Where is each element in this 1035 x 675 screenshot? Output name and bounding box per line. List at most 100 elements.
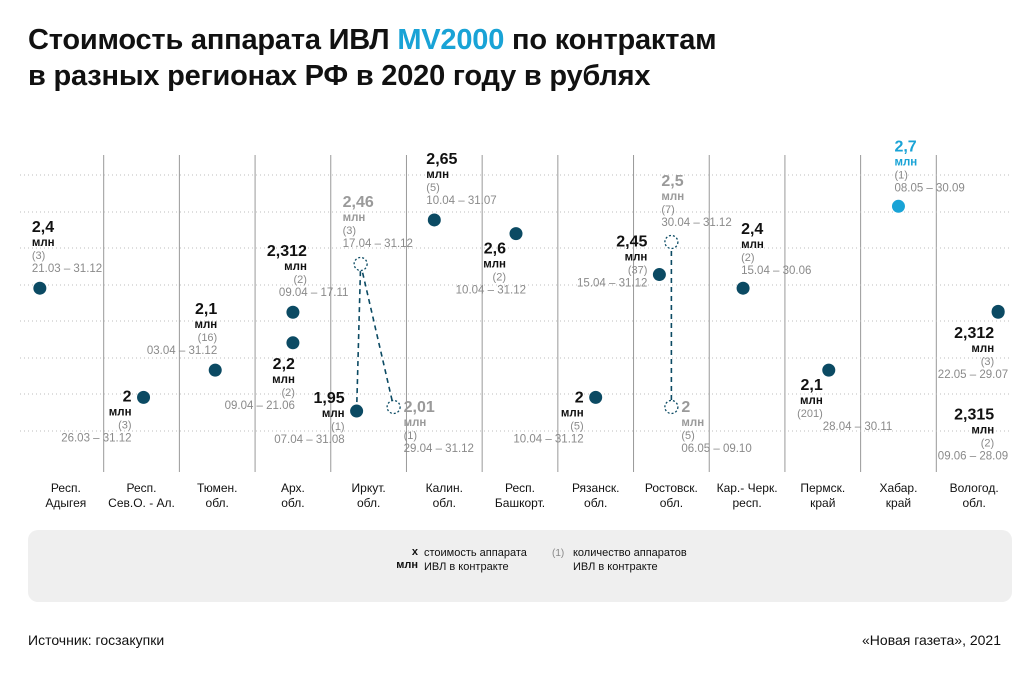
region-label: Хабар.	[879, 481, 917, 495]
point-label-count: (2)	[281, 387, 294, 399]
point-label-count: (16)	[198, 332, 218, 344]
point-label-count: (1)	[894, 169, 907, 181]
region-label: Кар.- Черк.	[717, 481, 778, 495]
point-label-value: 2	[575, 389, 584, 406]
point-label-unit: млн	[404, 417, 427, 429]
point-label-value: 2,7	[894, 138, 916, 155]
region-label: обл.	[660, 496, 683, 510]
point-label-dates: 29.04 – 31.12	[404, 443, 474, 455]
point-label-value: 2,4	[741, 221, 763, 238]
point-label-value: 2,2	[273, 356, 295, 373]
point-label-unit: млн	[971, 343, 994, 355]
data-point	[736, 281, 750, 295]
point-label-count: (37)	[628, 265, 648, 277]
region-label: обл.	[206, 496, 229, 510]
data-point	[991, 304, 1005, 318]
data-point	[286, 336, 300, 350]
point-label-dates: 10.04 – 31.07	[426, 195, 496, 207]
point-label-dates: 17.04 – 31.12	[343, 238, 413, 250]
point-label-unit: млн	[625, 252, 648, 264]
point-label-dates: 10.04 – 31.12	[513, 433, 583, 445]
region-label: Адыгея	[45, 496, 86, 510]
region-label: Башкорт.	[495, 496, 545, 510]
region-label: Респ.	[51, 481, 81, 495]
legend-value-unit: млн	[396, 559, 418, 571]
region-label: Арх.	[281, 481, 305, 495]
point-label-count: (3)	[118, 419, 131, 431]
region-label: Респ.	[127, 481, 157, 495]
data-point	[664, 234, 679, 250]
point-label-dates: 30.04 – 31.12	[661, 217, 731, 229]
data-point	[664, 399, 679, 415]
point-label-unit: млн	[109, 406, 132, 418]
point-label-count: (201)	[797, 408, 823, 420]
point-label-dates: 15.04 – 31.12	[577, 278, 647, 290]
data-point	[427, 213, 441, 227]
point-label-value: 2,1	[801, 377, 823, 394]
point-label-unit: млн	[971, 424, 994, 436]
region-label: Респ.	[505, 481, 535, 495]
region-label: край	[886, 496, 911, 510]
source-note: Источник: госзакупки	[28, 632, 165, 648]
data-point	[509, 227, 523, 241]
data-point	[353, 256, 368, 272]
point-label-value: 2,312	[954, 325, 994, 342]
region-label: обл.	[584, 496, 607, 510]
point-label-unit: млн	[322, 408, 345, 420]
point-label-dates: 21.03 – 31.12	[32, 263, 102, 275]
point-label-dates: 09.04 – 21.06	[225, 400, 295, 412]
region-label: обл.	[433, 496, 456, 510]
data-point	[350, 404, 364, 418]
point-label-count: (3)	[981, 356, 994, 368]
point-label-value: 2,46	[343, 194, 374, 211]
point-label-dates: 26.03 – 31.12	[61, 432, 131, 444]
point-label-unit: млн	[741, 239, 764, 251]
point-label-count: (2)	[741, 252, 754, 264]
region-label: Ростовск.	[645, 481, 698, 495]
point-label-count: (2)	[293, 274, 306, 286]
point-label-dates: 08.05 – 30.09	[894, 182, 964, 194]
point-label-count: (5)	[426, 182, 439, 194]
legend-value-desc: стоимость аппарата ИВЛ в контракте	[424, 547, 527, 573]
region-label: край	[810, 496, 835, 510]
point-label-unit: млн	[561, 407, 584, 419]
point-label-value: 2,45	[616, 234, 647, 251]
region-label: обл.	[281, 496, 304, 510]
point-label-dates: 28.04 – 30.11	[823, 421, 893, 433]
point-label-value: 2,65	[426, 151, 457, 168]
region-label: Сев.О. - Ал.	[108, 496, 175, 510]
data-point	[137, 390, 151, 404]
chart-title: Стоимость аппарата ИВЛ MV2000 по контрак…	[28, 22, 928, 94]
legend-panel	[28, 530, 1012, 602]
legend-count-sample: (1)	[552, 548, 565, 559]
point-label-count: (2)	[981, 437, 994, 449]
point-label-value: 2,1	[195, 301, 217, 318]
region-label: Вологод.	[950, 481, 999, 495]
point-label-value: 2,6	[484, 241, 506, 258]
point-label-unit: млн	[483, 259, 506, 271]
point-label-count: (1)	[404, 430, 417, 442]
point-label-unit: млн	[272, 374, 295, 386]
point-label-unit: млн	[426, 169, 449, 181]
point-label-unit: млн	[32, 237, 55, 249]
point-label-value: 2	[681, 399, 690, 416]
region-label: Пермск.	[800, 481, 845, 495]
point-label-dates: 07.04 – 31.08	[274, 434, 344, 446]
data-point	[891, 199, 905, 213]
legend-value-sample: x млн	[388, 546, 418, 572]
point-label-value: 2,4	[32, 219, 54, 236]
title-line1-post: по контрактам	[504, 24, 717, 56]
title-line1-pre: Стоимость аппарата ИВЛ	[28, 24, 398, 56]
point-label-unit: млн	[661, 191, 684, 203]
point-label-value: 2,01	[404, 399, 435, 416]
point-label-value: 2,5	[661, 173, 683, 190]
point-label-dates: 06.05 – 09.10	[681, 443, 751, 455]
data-point	[822, 363, 836, 377]
region-label: Рязанск.	[572, 481, 620, 495]
point-label-value: 2,315	[954, 406, 994, 423]
region-label: респ.	[732, 496, 761, 510]
point-label-count: (5)	[681, 430, 694, 442]
point-label-value: 1,95	[313, 390, 344, 407]
point-label-count: (2)	[493, 272, 506, 284]
